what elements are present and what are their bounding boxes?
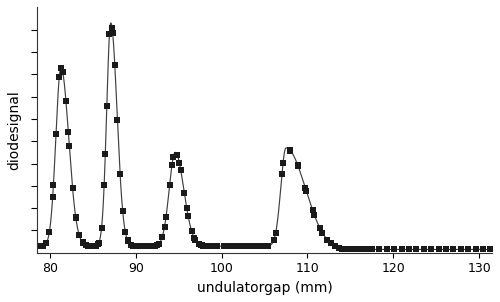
Y-axis label: diodesignal: diodesignal xyxy=(7,90,21,170)
X-axis label: undulatorgap (mm): undulatorgap (mm) xyxy=(196,281,332,295)
